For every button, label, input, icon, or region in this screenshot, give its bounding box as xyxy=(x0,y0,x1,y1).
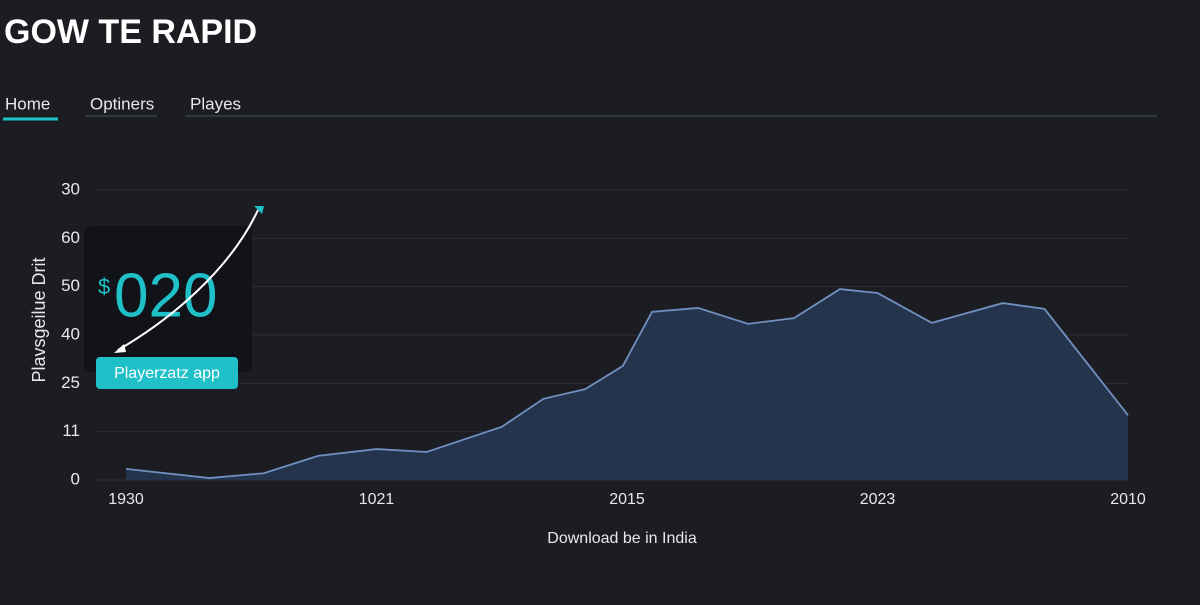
nav-tab[interactable]: Playes xyxy=(190,94,241,113)
card-amount: 020 xyxy=(114,261,217,330)
y-tick-label: 50 xyxy=(61,276,80,295)
area-line xyxy=(125,288,1129,479)
y-tick-label: 25 xyxy=(61,373,80,392)
arrow-tip xyxy=(254,206,264,214)
y-tick-label: 11 xyxy=(62,421,80,440)
app-button[interactable] xyxy=(96,357,238,389)
promo-card: $ 020 Playerzatz app xyxy=(84,206,264,389)
y-tick-label: 60 xyxy=(61,228,80,247)
area-fill xyxy=(126,289,1128,480)
x-tick-label: 1021 xyxy=(359,491,395,508)
currency-symbol: $ xyxy=(98,274,110,299)
x-tick-label: 2010 xyxy=(1110,491,1146,508)
arrow-curve xyxy=(117,209,259,351)
x-tick-label: 2015 xyxy=(609,491,645,508)
x-axis-label: Download be in India xyxy=(547,530,697,547)
y-tick-label: 0 xyxy=(71,469,80,488)
app-button-label[interactable]: Playerzatz app xyxy=(114,365,220,382)
arrow-head xyxy=(114,344,126,353)
app-title: GOW TE RAPID xyxy=(4,13,257,51)
y-tick-label: 30 xyxy=(61,179,80,198)
y-axis-label: Plavsgeilue Drit xyxy=(29,257,49,382)
card-background xyxy=(84,226,252,372)
nav-tab[interactable]: Home xyxy=(5,94,50,113)
x-tick-label: 1930 xyxy=(108,491,144,508)
y-tick-label: 40 xyxy=(61,324,80,343)
chart: 0 11 25 40 50 60 30 1930 1021 2015 2023 2010 xyxy=(61,179,1146,508)
nav-tab[interactable]: Optiners xyxy=(90,94,154,113)
x-tick-label: 2023 xyxy=(860,491,896,508)
